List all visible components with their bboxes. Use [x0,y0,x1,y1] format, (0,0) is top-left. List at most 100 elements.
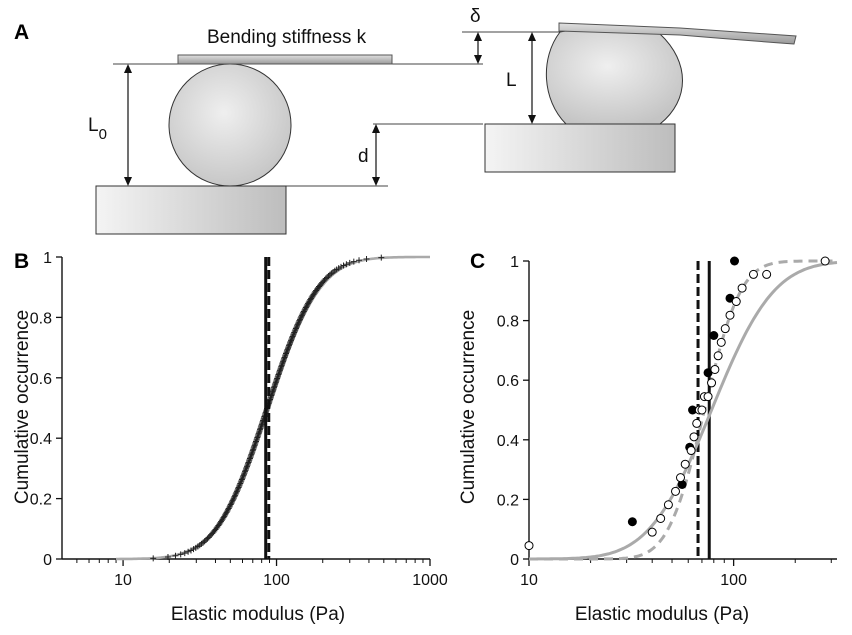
chart-b-plot: 0 0.2 0.4 0.6 0.8 1 10 100 1000 [30,250,448,589]
chart-b-plus-marker [239,473,246,480]
l-arrow-head-down [528,115,536,124]
chart-b-plus-marker [346,259,353,266]
chart-b-plus-marker [187,547,194,554]
delta-label: δ [470,6,481,27]
chart-b-plus-marker [229,497,236,504]
chart-b-plus-marker [294,322,301,329]
chart-b-plus-marker [230,496,237,503]
chart-b-y-tick-label: 0.6 [30,371,52,388]
chart-c-x-tick-label: 100 [720,572,747,589]
panel-c-chart: C 0 0.2 0.4 0.6 0.8 1 10 100 Elastic modulus (P… [458,250,838,625]
chart-b-plus-marker [224,508,231,515]
l0-arrow-head-down [124,177,132,186]
bending-stiffness-label: Bending stiffness k [207,27,367,48]
chart-b-plus-marker [240,471,247,478]
chart-c-open-circle-point [703,392,713,402]
chart-c-open-circle-point [748,269,758,279]
chart-c-open-circle-point [720,324,730,334]
chart-b-fit-curve [116,255,430,561]
chart-c-open-circle-point [689,432,699,442]
chart-b-plus-marker [234,487,241,494]
chart-b-markers-group [150,254,385,562]
chart-c-open-circle-point [762,269,772,279]
chart-c-x-tick-label: 10 [520,572,538,589]
chart-b-plus-marker [289,333,296,340]
chart-c-open-circle-point [680,459,690,469]
chart-c-y-tick-label: 0.8 [497,314,519,331]
chart-c-open-circle-point [676,473,686,483]
chart-b-plus-marker [301,307,308,314]
chart-b-plus-marker [243,466,250,473]
chart-c-open-circle-point [707,378,717,388]
chart-b-plus-marker [236,483,243,490]
chart-b-plus-marker [296,316,303,323]
chart-b-plus-marker [177,551,184,558]
chart-c-open-circle-point [716,337,726,347]
chart-b-plus-marker [224,506,231,513]
right-substrate-block [484,123,676,173]
chart-b-plus-marker [378,254,385,261]
l-label: L [506,70,517,91]
chart-b-plus-marker [237,479,244,486]
d-arrow-head-up [372,124,380,133]
left-substrate-block [95,185,287,235]
chart-c-open-circle-point [820,256,830,266]
chart-b-plus-marker [291,328,298,335]
chart-b-plus-marker [295,318,302,325]
chart-b-plus-marker [181,550,188,557]
chart-c-open-circle-point [725,310,735,320]
chart-b-plus-marker [204,535,211,542]
chart-c-open-circle-point [686,446,696,456]
chart-b-plus-marker [300,308,307,315]
chart-b-x-tick-label: 1000 [412,572,448,589]
chart-b-plus-marker [231,493,238,500]
chart-c-filled-circle-point [688,405,698,415]
chart-b-plus-marker [298,312,305,319]
chart-c-open-circle-point [692,418,702,428]
chart-b-plus-marker [324,274,331,281]
chart-b-plus-marker [350,258,357,265]
chart-c-filled-circle-point [677,480,687,489]
chart-c-filled-circle-point [703,368,713,378]
chart-c-open-circle-point [524,541,534,551]
chart-b-y-tick-label: 0 [43,552,52,569]
chart-b-plus-marker [295,320,302,327]
chart-b-plus-marker [232,492,239,499]
chart-b-plus-marker [297,315,304,322]
chart-b-plus-marker [225,505,232,512]
delta-arrow-head-up [474,32,482,41]
chart-c-y-tick-label: 0.6 [497,373,519,390]
chart-b-plus-marker [288,336,295,343]
chart-b-plus-marker [287,338,294,345]
chart-c-filled-circle-point [709,331,719,340]
d-arrow-head-down [372,177,380,186]
chart-b-plus-marker [303,303,310,310]
chart-c-open-circle-point [697,405,707,415]
chart-c-y-tick-label: 1 [510,254,519,271]
chart-b-plus-marker [293,324,300,331]
chart-b-plus-marker [185,548,192,555]
chart-c-open-circle-point [713,351,723,361]
chart-c-y-tick-label: 0.2 [497,492,519,509]
chart-b-plus-marker [298,313,305,320]
chart-b-plus-marker [300,309,307,316]
l-arrow-head-up [528,32,536,41]
right-bent-cantilever [558,22,797,45]
chart-b-plus-marker [222,512,229,519]
chart-b-plus-marker [227,502,234,509]
chart-b-plus-marker [233,489,240,496]
chart-b-plus-marker [321,276,328,283]
chart-b-plus-marker [286,341,293,348]
chart-c-open-circle-point [663,500,673,510]
chart-b-plus-marker [201,538,208,545]
chart-c-open-circle-point [731,297,741,307]
chart-b-y-tick-label: 0.2 [30,492,52,509]
chart-c-plot: 0 0.2 0.4 0.6 0.8 1 10 100 [497,254,838,589]
panel-label-a: A [14,21,29,44]
chart-b-plus-marker [228,500,235,507]
left-cantilever-plate [177,54,393,65]
chart-c-y-tick-label: 0 [510,552,519,569]
chart-b-x-axis-label: Elastic modulus (Pa) [171,604,345,625]
